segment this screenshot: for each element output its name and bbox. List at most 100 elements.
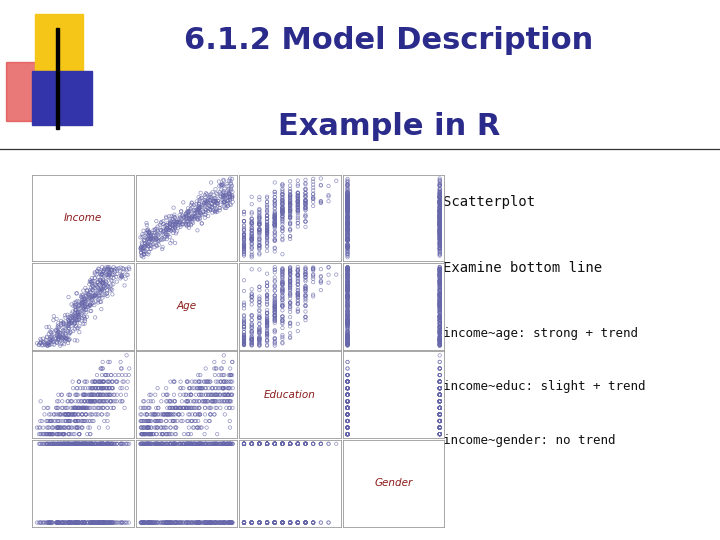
Point — [197, 397, 208, 406]
Point — [60, 410, 71, 418]
Point — [220, 518, 231, 527]
Point — [138, 250, 149, 259]
Point — [69, 440, 81, 448]
Point — [434, 230, 446, 239]
Point — [238, 230, 250, 239]
Point — [137, 518, 148, 527]
Point — [434, 397, 446, 406]
Point — [42, 339, 54, 348]
Point — [215, 187, 226, 196]
Point — [342, 272, 354, 280]
Point — [261, 226, 273, 235]
Point — [215, 190, 226, 198]
Point — [144, 440, 156, 448]
Point — [269, 227, 281, 236]
Point — [434, 410, 446, 418]
Point — [58, 440, 69, 448]
Point — [434, 198, 446, 207]
Point — [342, 340, 354, 348]
Point — [342, 305, 354, 313]
Point — [434, 223, 446, 232]
Point — [261, 221, 273, 230]
Point — [60, 518, 71, 527]
Point — [261, 226, 273, 234]
Point — [71, 423, 83, 432]
Point — [193, 205, 204, 213]
Point — [148, 518, 159, 527]
Point — [203, 518, 215, 527]
Point — [150, 410, 162, 418]
Point — [434, 276, 446, 285]
Point — [179, 430, 190, 438]
Point — [218, 198, 230, 206]
Point — [342, 234, 354, 243]
Point — [96, 278, 107, 287]
Point — [81, 403, 92, 412]
Point — [96, 518, 108, 527]
Point — [342, 273, 354, 282]
Point — [181, 403, 193, 412]
Point — [292, 289, 304, 298]
Point — [161, 232, 173, 241]
Point — [171, 423, 182, 432]
Point — [342, 377, 354, 386]
Point — [434, 271, 446, 279]
Point — [269, 307, 281, 315]
Point — [174, 403, 186, 412]
Point — [276, 301, 288, 310]
Point — [66, 518, 78, 527]
Point — [56, 334, 68, 342]
Point — [342, 397, 354, 406]
Point — [145, 518, 156, 527]
Point — [276, 273, 288, 281]
Point — [246, 440, 258, 448]
Point — [253, 212, 265, 221]
Point — [434, 271, 446, 279]
Point — [35, 423, 46, 432]
Point — [342, 269, 354, 278]
Point — [292, 440, 304, 448]
Point — [53, 328, 64, 336]
Point — [94, 440, 106, 448]
Point — [218, 440, 230, 448]
Point — [224, 518, 235, 527]
Point — [52, 403, 63, 412]
Point — [261, 440, 273, 448]
Point — [276, 440, 288, 448]
Point — [169, 397, 181, 406]
Point — [284, 286, 296, 294]
Point — [342, 403, 354, 412]
Point — [434, 220, 446, 229]
Point — [284, 201, 296, 210]
Point — [45, 518, 57, 527]
Point — [161, 221, 172, 230]
Point — [434, 193, 446, 201]
Point — [434, 336, 446, 345]
Point — [53, 335, 65, 344]
Point — [194, 204, 206, 212]
Point — [342, 249, 354, 258]
Point — [161, 417, 172, 426]
Point — [211, 440, 222, 448]
Point — [342, 235, 354, 244]
Point — [76, 403, 88, 412]
Point — [434, 397, 446, 406]
Point — [190, 440, 202, 448]
Point — [192, 384, 203, 393]
Point — [284, 193, 296, 202]
Point — [434, 234, 446, 243]
Point — [284, 267, 296, 275]
Point — [58, 332, 69, 341]
Point — [269, 518, 281, 527]
Point — [222, 201, 234, 210]
Point — [117, 268, 128, 276]
Point — [225, 518, 236, 527]
Point — [276, 274, 288, 283]
Point — [342, 197, 354, 206]
Point — [261, 440, 273, 448]
Point — [276, 518, 288, 527]
Point — [216, 518, 228, 527]
Point — [269, 518, 281, 527]
Point — [161, 384, 172, 393]
Point — [434, 206, 446, 214]
